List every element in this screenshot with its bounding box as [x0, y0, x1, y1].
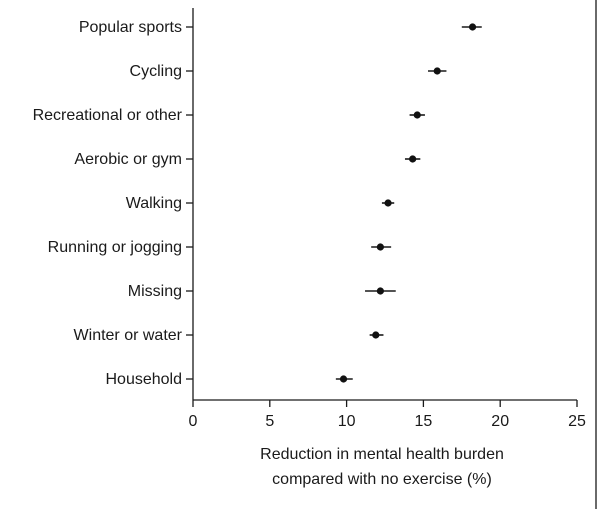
category-label-8: Household	[106, 371, 183, 388]
category-label-4: Walking	[126, 195, 182, 212]
category-label-2: Recreational or other	[33, 107, 183, 124]
x-tick-label-2: 10	[338, 413, 356, 430]
x-axis-ticks: 0 5 10 15 20 25	[189, 400, 586, 430]
right-frame-border	[595, 0, 597, 509]
estimate-point-3	[409, 155, 417, 163]
category-label-6: Missing	[128, 283, 182, 300]
estimate-point-4	[384, 199, 392, 207]
x-axis-title-line-2: compared with no exercise (%)	[272, 471, 492, 488]
estimate-point-6	[376, 287, 384, 295]
x-axis-title-line-1: Reduction in mental health burden	[260, 446, 504, 463]
estimate-point-7	[372, 331, 380, 339]
x-tick-label-5: 25	[568, 413, 586, 430]
category-label-1: Cycling	[130, 63, 182, 80]
category-label-5: Running or jogging	[48, 239, 182, 256]
estimate-point-5	[376, 243, 384, 251]
x-tick-label-3: 15	[415, 413, 433, 430]
x-tick-label-4: 20	[491, 413, 509, 430]
x-tick-label-0: 0	[189, 413, 198, 430]
x-tick-label-1: 5	[265, 413, 274, 430]
category-label-7: Winter or water	[74, 327, 183, 344]
category-label-0: Popular sports	[79, 19, 182, 36]
category-label-3: Aerobic or gym	[74, 151, 182, 168]
estimate-point-1	[433, 67, 441, 75]
data-marks	[335, 23, 482, 383]
estimate-point-8	[339, 375, 348, 383]
estimate-point-2	[413, 111, 421, 119]
category-labels: Popular sports Cycling Recreational or oth…	[33, 19, 193, 388]
estimate-point-0	[468, 23, 477, 31]
